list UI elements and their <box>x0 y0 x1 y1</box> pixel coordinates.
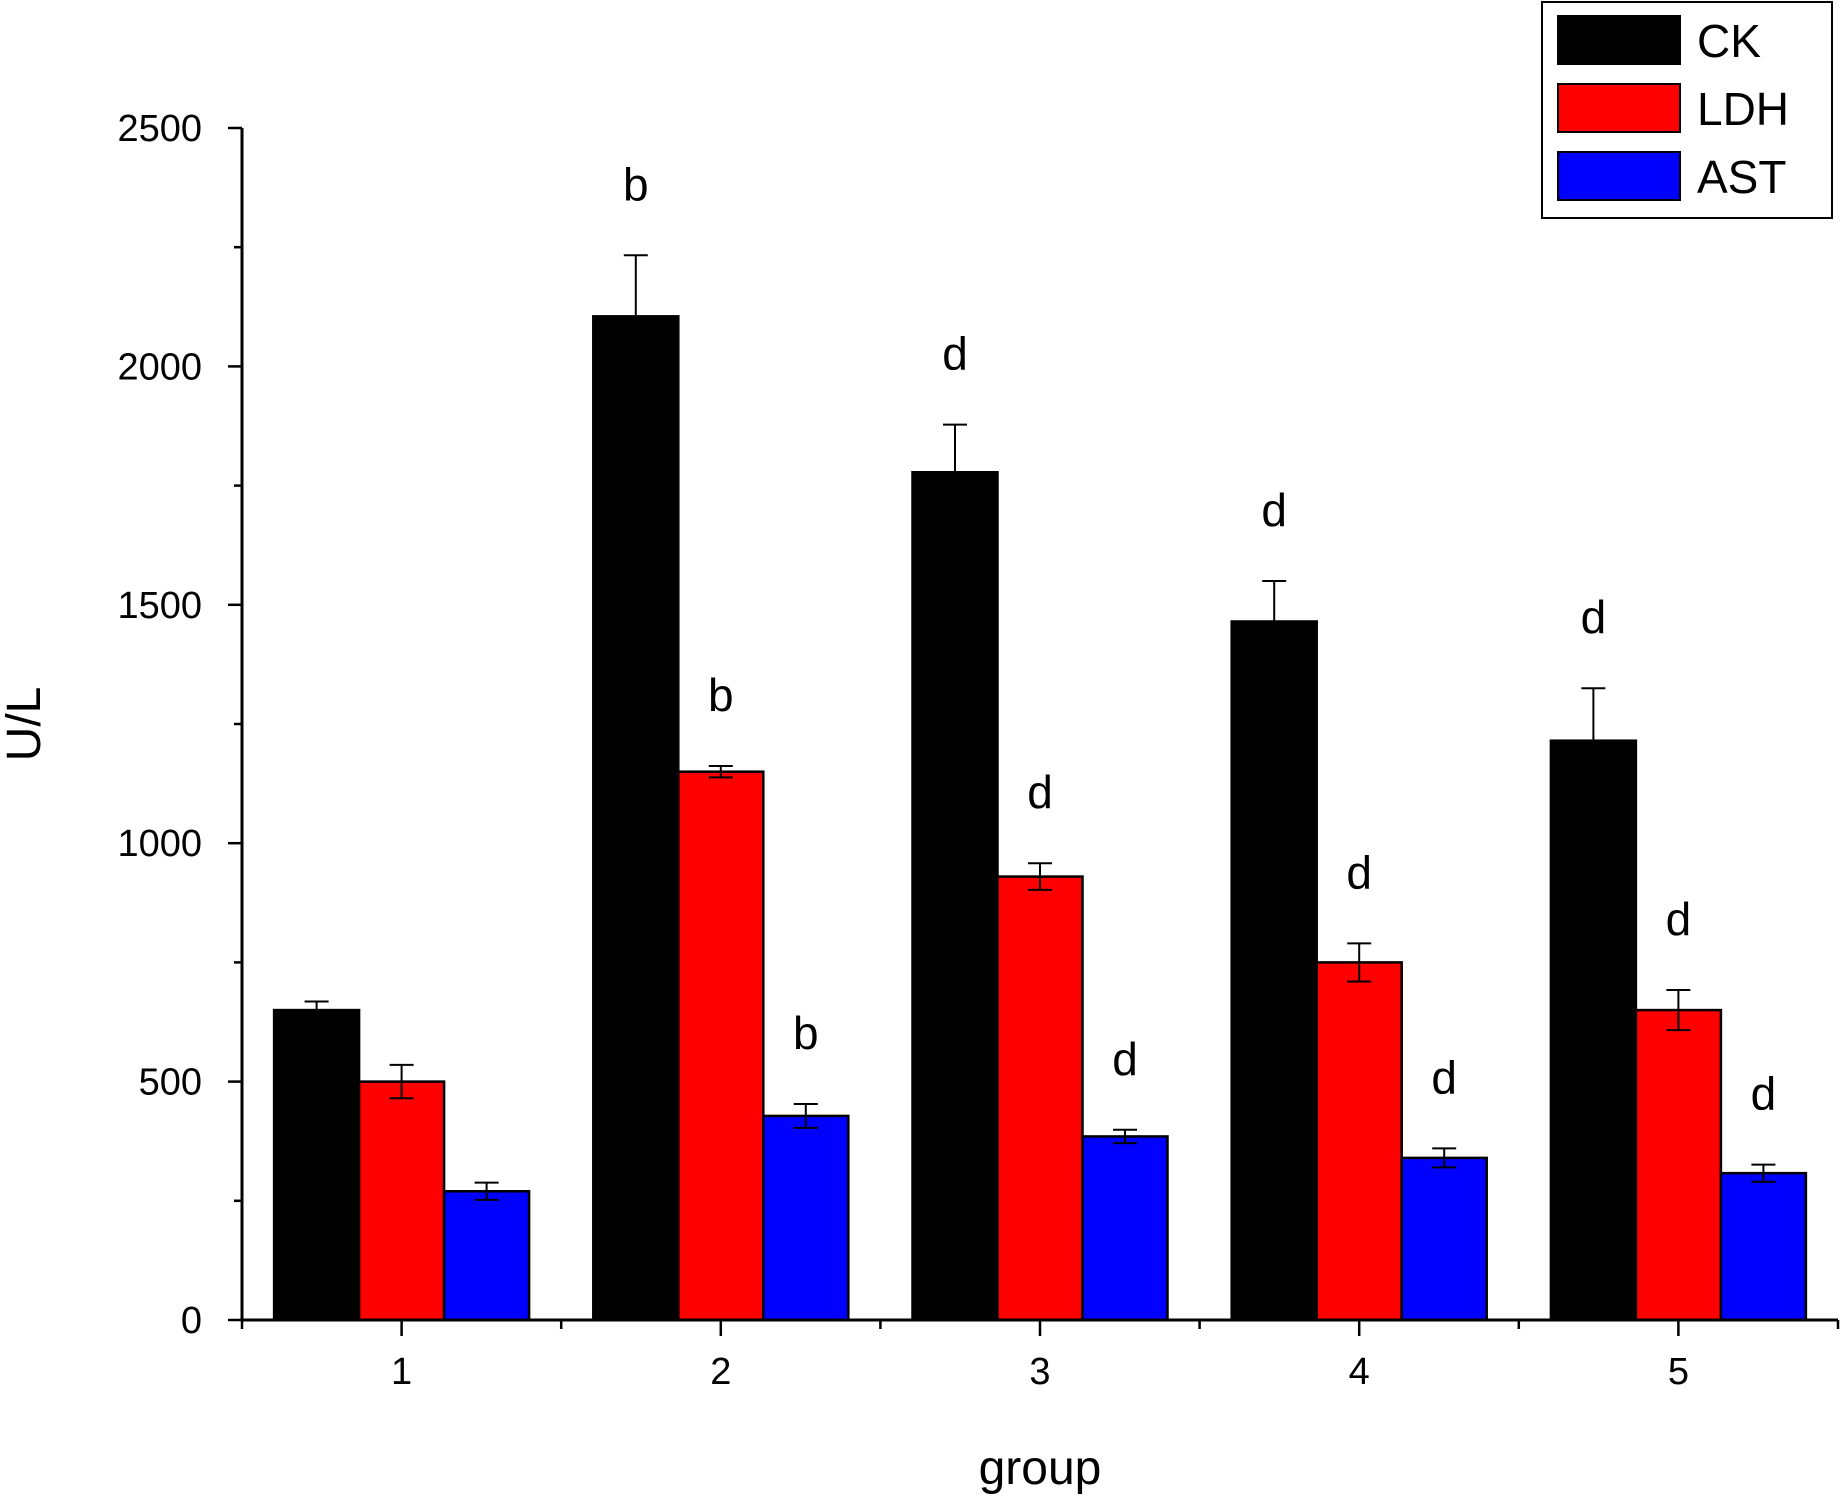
bar-ast-group-3 <box>1081 1135 1169 1322</box>
y-tick-label-2500: 2500 <box>117 108 202 150</box>
bar-ck-group-2 <box>592 315 680 1322</box>
x-tick-label-3: 3 <box>1029 1351 1050 1393</box>
error-bar-ck-group-1 <box>304 1000 329 1020</box>
bar-ast-group-5 <box>1719 1171 1808 1322</box>
error-bars-layer <box>304 254 1776 1201</box>
ticks-layer: 0 500 1000 1500 2000 2500 1 2 3 4 5 <box>117 108 1840 1393</box>
y-tick-label-0: 0 <box>181 1300 202 1342</box>
error-bar-ldh-group-1 <box>389 1063 414 1100</box>
bar-ldh-group-1 <box>357 1080 446 1322</box>
bar-ck-group-1 <box>272 1008 361 1322</box>
bar-ck-group-5 <box>1549 739 1638 1322</box>
y-tick-label-500: 500 <box>139 1062 202 1104</box>
bar-ldh-group-5 <box>1634 1008 1723 1322</box>
x-tick-label-4: 4 <box>1349 1351 1370 1393</box>
significance-labels-layer: b d d d b d d d b d d d <box>623 158 1776 1119</box>
error-bar-ck-group-5 <box>1581 687 1606 795</box>
bar-ast-group-1 <box>442 1190 531 1322</box>
legend: CK LDH AST <box>1541 1 1833 219</box>
error-bar-ast-group-5 <box>1751 1163 1776 1183</box>
significance-label-ldh-group-3: d <box>1027 766 1053 818</box>
legend-label-ldh: LDH <box>1697 83 1789 135</box>
error-bar-ast-group-4 <box>1432 1147 1457 1169</box>
bar-ast-group-2 <box>762 1114 850 1322</box>
legend-swatch-ast <box>1557 151 1681 201</box>
error-bar-ck-group-4 <box>1262 579 1287 664</box>
x-tick-label-5: 5 <box>1668 1351 1689 1393</box>
error-bar-ck-group-2 <box>623 254 648 379</box>
y-tick-label-1000: 1000 <box>117 823 202 865</box>
y-tick-label-1500: 1500 <box>117 585 202 627</box>
error-bar-ldh-group-5 <box>1666 989 1691 1032</box>
error-bar-ck-group-3 <box>943 423 967 521</box>
error-bar-ldh-group-2 <box>708 764 733 779</box>
x-tick-label-2: 2 <box>710 1351 731 1393</box>
error-bar-ast-group-3 <box>1113 1128 1137 1145</box>
y-tick-label-2000: 2000 <box>117 346 202 388</box>
legend-swatch-ck <box>1557 15 1681 65</box>
legend-swatch-ldh <box>1557 83 1681 133</box>
legend-item-ldh: LDH <box>1557 83 1789 135</box>
significance-label-ck-group-3: d <box>942 328 968 380</box>
significance-label-ast-group-3: d <box>1112 1033 1138 1085</box>
bar-ldh-group-2 <box>677 770 765 1322</box>
bar-ck-group-4 <box>1230 620 1318 1322</box>
significance-label-ast-group-4: d <box>1431 1051 1457 1103</box>
bar-ldh-group-4 <box>1315 961 1403 1322</box>
significance-label-ck-group-4: d <box>1261 484 1287 536</box>
significance-label-ast-group-2: b <box>793 1007 819 1059</box>
error-bar-ldh-group-3 <box>1028 862 1052 891</box>
significance-label-ldh-group-2: b <box>708 669 734 721</box>
bar-ast-group-4 <box>1400 1156 1488 1322</box>
significance-label-ck-group-5: d <box>1581 591 1607 643</box>
x-axis-title: group <box>979 1442 1102 1495</box>
significance-label-ldh-group-4: d <box>1346 846 1372 898</box>
significance-label-ast-group-5: d <box>1751 1068 1777 1120</box>
bar-ck-group-3 <box>911 470 999 1322</box>
y-axis-title: U/L <box>0 687 51 762</box>
significance-label-ldh-group-5: d <box>1666 893 1692 945</box>
error-bar-ast-group-1 <box>474 1181 499 1201</box>
error-bar-ldh-group-4 <box>1347 942 1372 983</box>
legend-items: CK LDH AST <box>1557 15 1789 203</box>
legend-label-ck: CK <box>1697 15 1761 67</box>
x-tick-label-1: 1 <box>391 1351 412 1393</box>
legend-label-ast: AST <box>1697 151 1786 203</box>
legend-item-ck: CK <box>1557 15 1761 67</box>
bar-ldh-group-3 <box>996 875 1084 1322</box>
significance-label-ck-group-2: b <box>623 158 649 210</box>
legend-item-ast: AST <box>1557 151 1786 203</box>
error-bar-ast-group-2 <box>793 1103 818 1129</box>
